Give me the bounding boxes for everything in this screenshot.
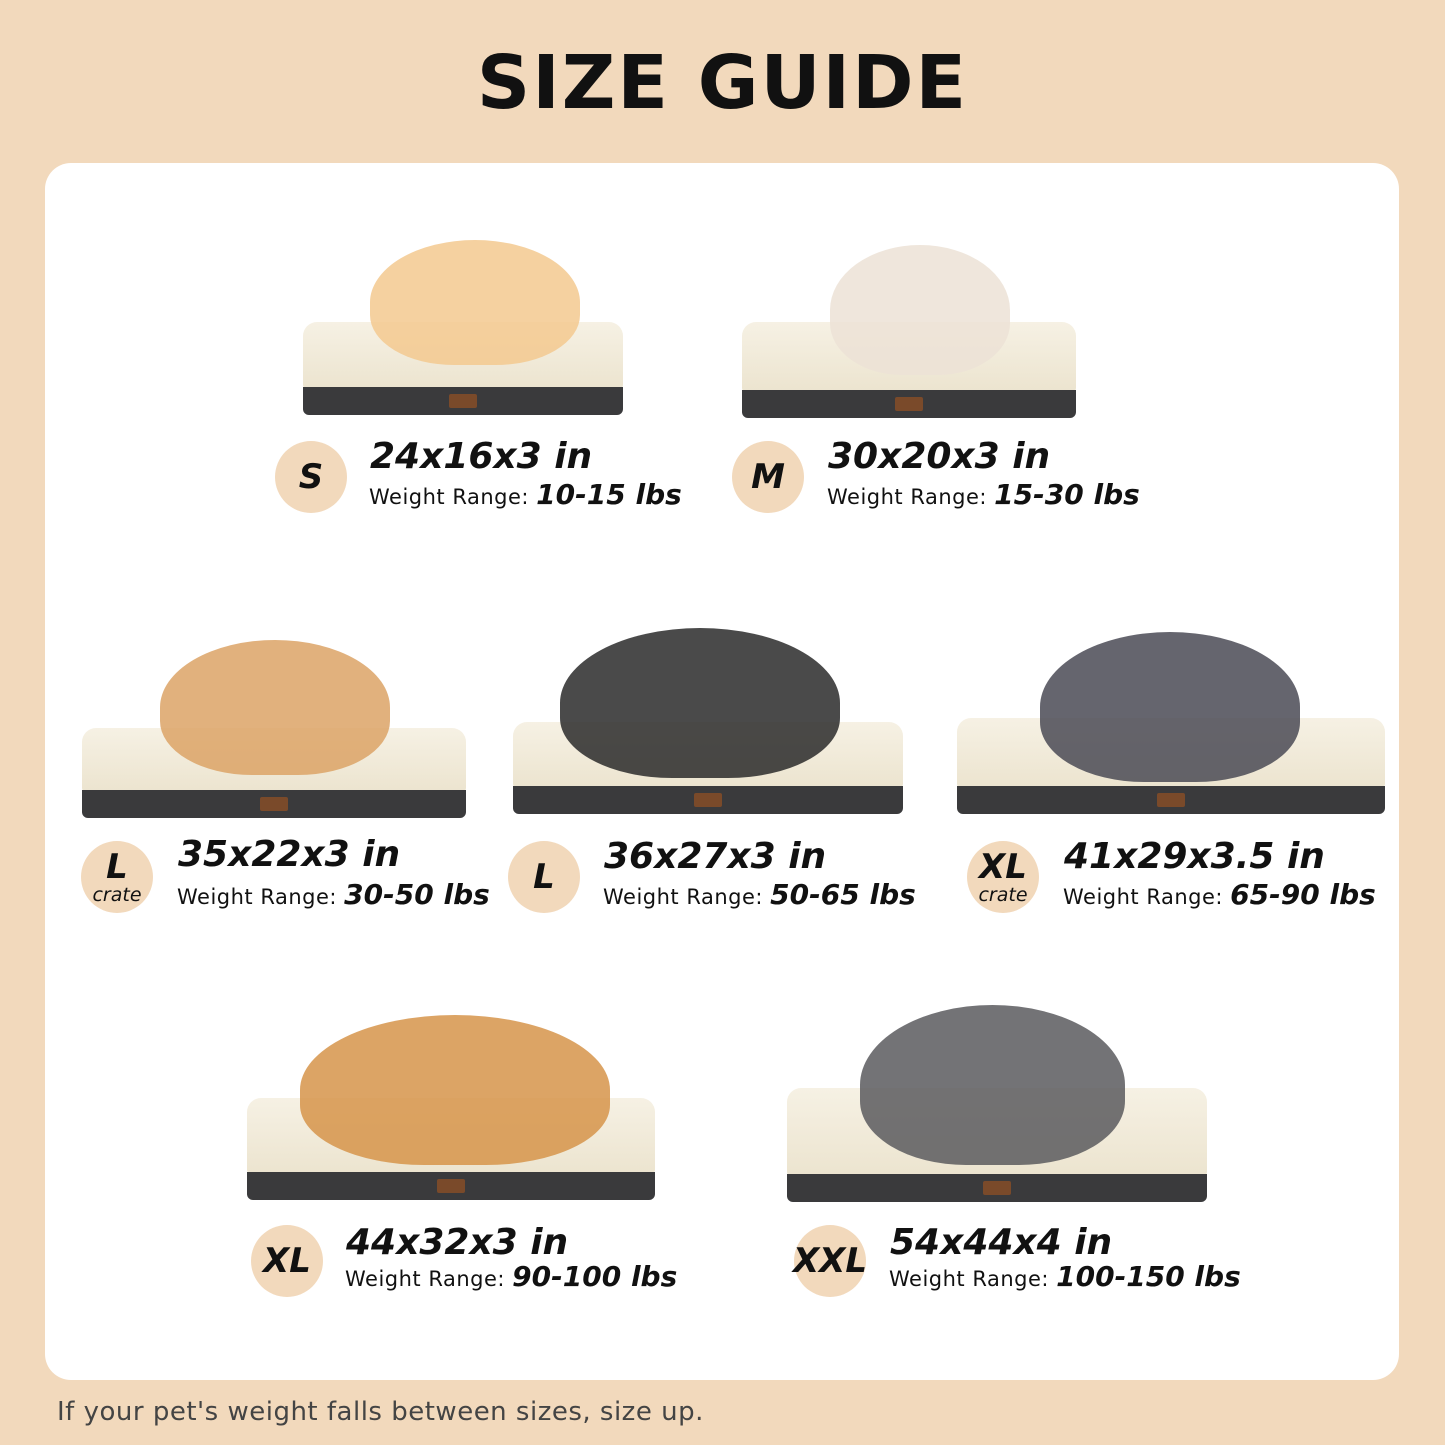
size-label: M: [751, 457, 785, 497]
weight-label: Weight Range:: [889, 1267, 1049, 1291]
weight-value: 10-15 lbs: [536, 478, 682, 511]
pet-image: [830, 245, 1010, 375]
size-badge: XL crate: [967, 841, 1039, 913]
weight-value: 50-65 lbs: [770, 878, 916, 911]
weight-range: Weight Range: 30-50 lbs: [177, 878, 490, 911]
weight-label: Weight Range:: [1063, 885, 1223, 909]
dimensions: 44x32x3 in: [346, 1222, 569, 1263]
size-badge: XL: [251, 1225, 323, 1297]
size-badge: XXL: [792, 1225, 868, 1297]
pet-image: [370, 240, 580, 365]
size-label: XL: [263, 1241, 311, 1281]
pet-image: [160, 640, 390, 775]
dimensions: 54x44x4 in: [890, 1222, 1113, 1263]
pet-image: [300, 1015, 610, 1165]
dimensions: 24x16x3 in: [370, 436, 593, 477]
weight-range: Weight Range: 65-90 lbs: [1063, 878, 1376, 911]
bed-label-tag: [1157, 793, 1185, 807]
dimensions: 30x20x3 in: [828, 436, 1051, 477]
weight-label: Weight Range:: [827, 485, 987, 509]
bed-label-tag: [449, 394, 477, 408]
bed-label-tag: [983, 1181, 1011, 1195]
pet-image: [560, 628, 840, 778]
dimensions: 36x27x3 in: [604, 836, 827, 877]
pet-image: [860, 1005, 1125, 1165]
size-label: L: [533, 857, 555, 897]
size-sublabel: crate: [92, 883, 142, 906]
weight-label: Weight Range:: [369, 485, 529, 509]
weight-label: Weight Range:: [345, 1267, 505, 1291]
dimensions: 41x29x3.5 in: [1064, 836, 1325, 877]
dimensions: 35x22x3 in: [178, 834, 401, 875]
size-badge: M: [732, 441, 804, 513]
footer-note: If your pet's weight falls between sizes…: [57, 1397, 704, 1427]
weight-value: 90-100 lbs: [512, 1260, 678, 1293]
bed-label-tag: [895, 397, 923, 411]
size-label: XL: [979, 846, 1027, 887]
weight-range: Weight Range: 10-15 lbs: [369, 478, 682, 511]
size-badge: L: [508, 841, 580, 913]
bed-image: [787, 1088, 1207, 1202]
weight-value: 15-30 lbs: [994, 478, 1140, 511]
weight-range: Weight Range: 90-100 lbs: [345, 1260, 677, 1293]
size-badge: L crate: [81, 841, 153, 913]
weight-value: 100-150 lbs: [1056, 1260, 1241, 1293]
bed-label-tag: [260, 797, 288, 811]
size-badge: S: [275, 441, 347, 513]
weight-value: 30-50 lbs: [344, 878, 490, 911]
weight-label: Weight Range:: [603, 885, 763, 909]
weight-range: Weight Range: 15-30 lbs: [827, 478, 1140, 511]
weight-value: 65-90 lbs: [1230, 878, 1376, 911]
bed-label-tag: [694, 793, 722, 807]
size-label: S: [298, 457, 324, 497]
size-sublabel: crate: [978, 883, 1028, 906]
weight-range: Weight Range: 100-150 lbs: [889, 1260, 1241, 1293]
page-title: SIZE GUIDE: [476, 40, 969, 126]
bed-label-tag: [437, 1179, 465, 1193]
weight-range: Weight Range: 50-65 lbs: [603, 878, 916, 911]
pet-image: [1040, 632, 1300, 782]
size-label: XXL: [792, 1241, 868, 1281]
weight-label: Weight Range:: [177, 885, 337, 909]
size-label: L: [106, 846, 128, 887]
